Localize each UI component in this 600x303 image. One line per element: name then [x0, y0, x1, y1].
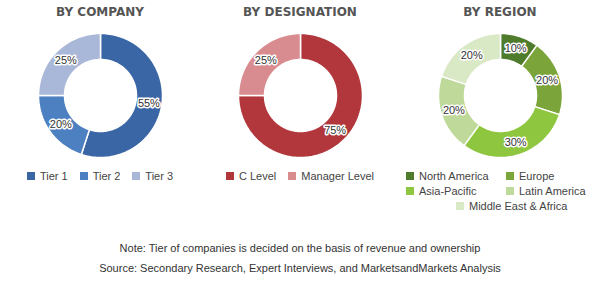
html-text:Middle East & Africa: Middle East & Africa [469, 200, 568, 212]
svg-text:75%: 75% [324, 124, 346, 136]
html-text:Latin America: Latin America [519, 185, 586, 197]
html-text:Tier 3: Tier 3 [145, 170, 174, 182]
html-text:BY COMPANY: BY COMPANY [56, 5, 144, 19]
svg-text:20%: 20% [443, 104, 465, 116]
svg-text:20%: 20% [536, 74, 558, 86]
html-text:Asia-Pacific: Asia-Pacific [419, 185, 477, 197]
svg-text:30%: 30% [505, 136, 527, 148]
html-text:Source: Secondary Research, Ex: Source: Secondary Research, Expert Inter… [99, 262, 501, 274]
html-text:BY DESIGNATION: BY DESIGNATION [243, 5, 357, 19]
svg-text:20%: 20% [461, 49, 483, 61]
html-text:BY REGION: BY REGION [463, 5, 537, 19]
svg-text:55%: 55% [138, 97, 160, 109]
html-text:North America: North America [419, 170, 489, 182]
html-text:Europe: Europe [519, 170, 555, 182]
html-text:Tier 1: Tier 1 [39, 170, 68, 182]
html-text:Note: Tier of companies is dec: Note: Tier of companies is decided on th… [119, 242, 481, 254]
html-text:C Level: C Level [239, 170, 277, 182]
html-text:Manager Level: Manager Level [301, 170, 374, 182]
svg-text:25%: 25% [255, 54, 277, 66]
svg-text:10%: 10% [505, 42, 527, 54]
svg-text:25%: 25% [55, 54, 77, 66]
html-text:Tier 2: Tier 2 [92, 170, 121, 182]
svg-text:20%: 20% [50, 118, 72, 130]
